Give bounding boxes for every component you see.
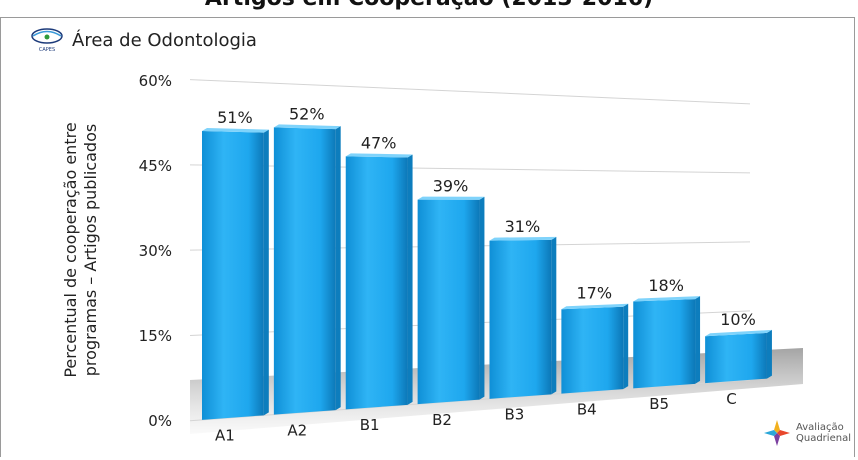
bar-B3: 31%	[489, 217, 557, 399]
x-tick-label: B1	[360, 416, 380, 434]
x-tick-label: C	[726, 390, 736, 408]
bar-top	[202, 128, 269, 133]
bar-side	[766, 329, 772, 379]
bar-front	[417, 199, 480, 405]
capes-logo-text: CAPES	[39, 47, 55, 53]
bar-value-label: 18%	[648, 276, 684, 295]
x-tick-label: B5	[649, 395, 669, 413]
bar-value-label: 31%	[505, 217, 541, 236]
bar-front	[489, 239, 552, 399]
bar-top	[561, 303, 629, 310]
bar-front	[202, 131, 264, 420]
bar-top	[705, 329, 772, 337]
badge-line-1: Avaliação	[796, 422, 844, 433]
avaliacao-badge: Avaliação Quadrienal	[762, 418, 851, 448]
avaliacao-logo-icon	[764, 420, 790, 446]
bar-side	[479, 196, 485, 400]
bar-B2: 39%	[417, 177, 485, 405]
area-label: Área de Odontologia	[72, 29, 257, 51]
bar-side	[695, 296, 701, 384]
bar-front	[561, 306, 624, 394]
bar-A1: 51%	[202, 108, 269, 420]
bar-top	[273, 124, 341, 130]
capes-logo-icon: CAPES	[31, 28, 63, 53]
gridline	[189, 79, 751, 105]
top-title: Artigos em Cooperação (2013-2016)	[0, 0, 858, 11]
bar-side	[551, 236, 557, 395]
y-tick-label: 30%	[139, 242, 172, 260]
bar-side	[263, 129, 269, 416]
bar-top	[489, 236, 557, 241]
bar-side	[407, 154, 413, 405]
bar-value-label: 39%	[433, 177, 469, 196]
x-tick-label: A2	[287, 421, 307, 439]
y-tick-label: 0%	[148, 412, 172, 430]
bar-top	[633, 296, 701, 302]
y-tick-label: 60%	[139, 72, 172, 90]
x-tick-label: A1	[215, 427, 235, 445]
chart-frame	[0, 17, 855, 457]
bar-front	[633, 299, 696, 389]
x-tick-label: B3	[504, 406, 524, 424]
bar-side	[623, 303, 629, 390]
x-tick-label: B4	[577, 400, 597, 418]
bar-B1: 47%	[345, 133, 413, 410]
bar-value-label: 17%	[577, 284, 613, 303]
badge-line-2: Quadrienal	[796, 433, 851, 444]
x-tick-label: B2	[432, 411, 452, 429]
y-tick-label: 15%	[139, 327, 172, 345]
bar-front	[273, 127, 336, 415]
bar-value-label: 47%	[361, 133, 397, 152]
bar-value-label: 52%	[289, 104, 325, 123]
bar-A2: 52%	[273, 104, 341, 415]
bar-C: 10%	[705, 310, 772, 384]
bar-side	[335, 126, 341, 411]
bar-top	[345, 153, 413, 158]
bar-B5: 18%	[633, 276, 701, 389]
y-tick-label: 45%	[139, 157, 172, 175]
bar-front	[705, 332, 767, 384]
bar-value-label: 10%	[720, 310, 756, 329]
bar-top	[417, 196, 485, 200]
bar-front	[345, 156, 408, 410]
header: CAPES Área de Odontologia	[30, 25, 257, 55]
bar-value-label: 51%	[217, 108, 253, 127]
bar-B4: 17%	[561, 284, 629, 394]
